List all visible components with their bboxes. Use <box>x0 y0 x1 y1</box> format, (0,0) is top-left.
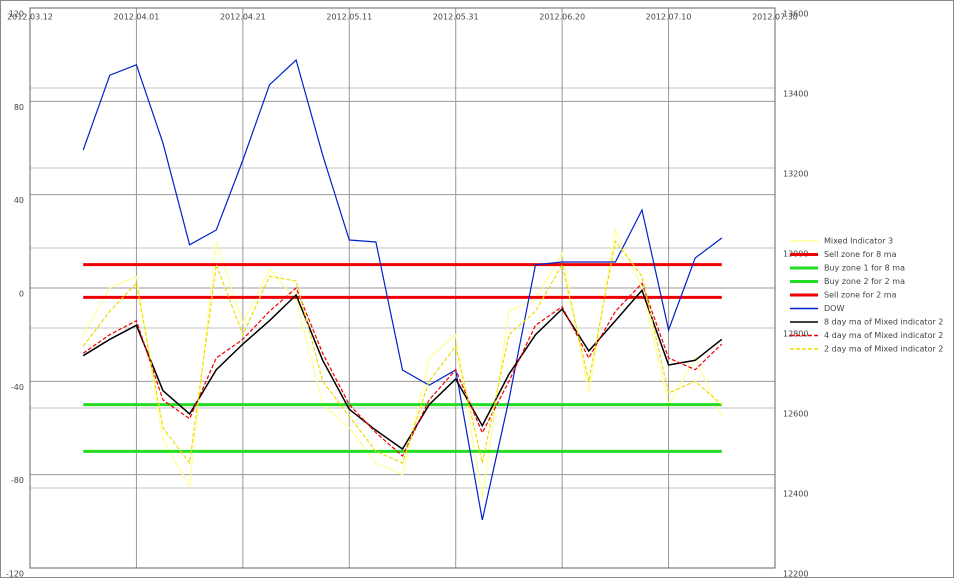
legend-label: DOW <box>824 304 844 313</box>
legend-label: 2 day ma of Mixed indicator 2 <box>824 345 943 354</box>
y2-tick-label: 12400 <box>783 490 808 499</box>
y-tick-label: -80 <box>11 476 24 485</box>
y2-tick-label: 12600 <box>783 410 808 419</box>
legend-label: Sell zone for 8 ma <box>824 250 897 259</box>
x-tick-label: 2012.05.11 <box>326 13 372 22</box>
y2-tick-label: 13400 <box>783 90 808 99</box>
series-line <box>82 282 723 457</box>
x-tick-label: 2012.03.12 <box>7 13 53 22</box>
x-tick-label: 2012.04.21 <box>220 13 266 22</box>
x-tick-label: 2012.07.10 <box>646 13 692 22</box>
y2-tick-label: 13600 <box>783 10 808 19</box>
series-line <box>82 239 723 465</box>
series-line <box>82 227 723 499</box>
x-tick-label: 2012.06.20 <box>539 13 585 22</box>
y-tick-label: 80 <box>14 103 24 112</box>
x-tick-label: 2012.04.01 <box>114 13 160 22</box>
y-tick-label: 120 <box>9 10 24 19</box>
y-tick-label: 40 <box>14 196 24 205</box>
y2-tick-label: 12200 <box>783 570 808 579</box>
x-tick-label: 2012.05.31 <box>433 13 479 22</box>
legend: Mixed Indicator 3 Sell zone for 8 ma Buy z… <box>790 237 943 354</box>
legend-label: Buy zone 1 for 8 ma <box>824 264 905 273</box>
y-tick-label: -40 <box>11 383 24 392</box>
legend-label: Buy zone 2 for 2 ma <box>824 277 905 286</box>
legend-label: 4 day ma of Mixed indicator 2 <box>824 331 943 340</box>
legend-label: Sell zone for 2 ma <box>824 291 897 300</box>
x-tick-label: 2012.07.30 <box>752 13 798 22</box>
series-line <box>82 288 723 451</box>
plot-area <box>29 7 776 569</box>
plot-lines <box>82 58 723 521</box>
y2-tick-label: 12800 <box>783 330 808 339</box>
y-tick-label: 0 <box>19 290 24 299</box>
y2-tick-label: 13200 <box>783 170 808 179</box>
series-line <box>82 58 723 521</box>
labels: 2012.03.12 2012.04.01 2012.04.21 2012.05.11… <box>6 10 809 579</box>
legend-label: 8 day ma of Mixed indicator 2 <box>824 318 943 327</box>
legend-label: Mixed Indicator 3 <box>824 237 893 246</box>
y-tick-label: -120 <box>6 570 24 579</box>
